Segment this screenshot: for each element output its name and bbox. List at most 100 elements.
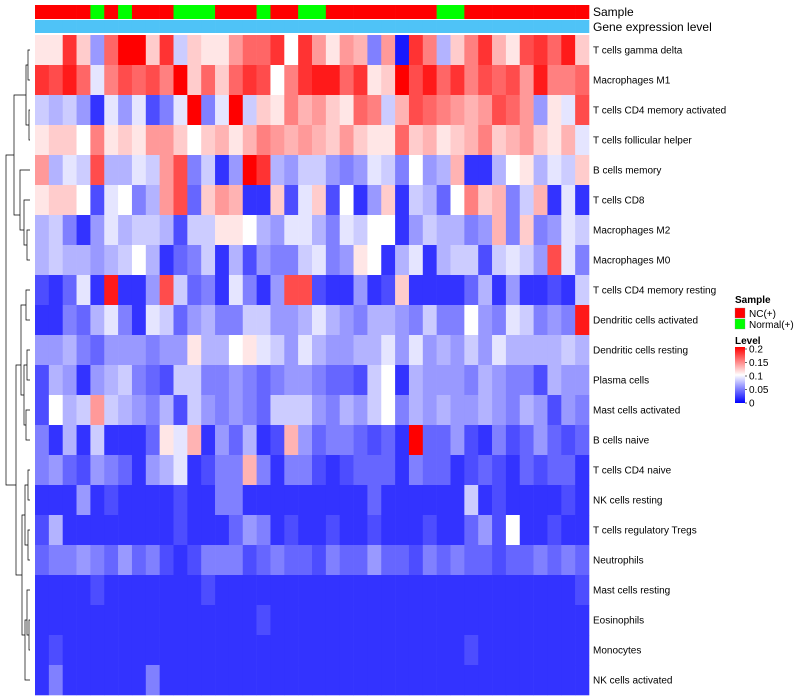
heatmap-cell <box>145 155 160 186</box>
row-label: Mast cells resting <box>593 586 670 597</box>
heatmap-cell <box>90 125 105 156</box>
heatmap-cell <box>173 125 188 156</box>
heatmap-cell <box>533 215 548 246</box>
heatmap-cell <box>464 125 479 156</box>
dendrogram-branch <box>27 49 30 81</box>
heatmap-cell <box>173 65 188 96</box>
heatmap-cell <box>312 545 327 576</box>
heatmap-cell <box>547 35 562 66</box>
sample-annotation-cell <box>575 5 590 19</box>
legend: Sample NC(+) Normal(+) Level 0.20.150.10… <box>734 295 794 410</box>
level-annotation-cell <box>242 20 257 33</box>
heatmap-cell <box>173 215 188 246</box>
heatmap-cell <box>298 575 313 606</box>
heatmap-cell <box>325 515 340 546</box>
heatmap-cell <box>242 215 257 246</box>
heatmap-cell <box>575 605 590 636</box>
heatmap-cell <box>478 605 493 636</box>
heatmap-cell <box>76 515 91 546</box>
heatmap-cell <box>284 575 299 606</box>
heatmap-cell <box>367 65 382 96</box>
heatmap-cell <box>159 365 174 396</box>
heatmap-cell <box>104 575 119 606</box>
heatmap-cell <box>242 365 257 396</box>
heatmap-cell <box>395 155 410 186</box>
heatmap-cell <box>145 125 160 156</box>
heatmap-cell <box>118 35 133 66</box>
heatmap-cell <box>533 185 548 216</box>
heatmap-cell <box>408 485 424 516</box>
row-label: Plasma cells <box>593 376 649 387</box>
heatmap-cell <box>325 215 340 246</box>
heatmap-cell <box>201 305 216 336</box>
heatmap-cell <box>381 335 396 366</box>
heatmap-cell <box>381 395 396 426</box>
heatmap-cell <box>450 335 465 366</box>
level-annotation-cell <box>62 20 77 33</box>
heatmap-cell <box>215 335 230 366</box>
heatmap-cell <box>62 65 77 96</box>
heatmap-cell <box>201 335 216 366</box>
heatmap-cell <box>519 125 534 156</box>
heatmap-cell <box>284 305 299 336</box>
heatmap-cell <box>270 155 285 186</box>
heatmap-cell <box>367 215 382 246</box>
heatmap-cell <box>395 425 410 456</box>
heatmap-cell <box>228 275 244 306</box>
level-annotation-cell <box>505 20 521 33</box>
heatmap-cell <box>367 95 382 126</box>
heatmap-cell <box>173 545 188 576</box>
heatmap-cell <box>118 245 133 276</box>
heatmap-cell <box>312 335 327 366</box>
heatmap-cell <box>478 305 493 336</box>
sample-annotation-cell <box>478 5 493 19</box>
heatmap-cell <box>395 395 410 426</box>
dendrogram-branch <box>26 229 30 261</box>
sample-annotation-cell <box>353 5 368 19</box>
heatmap-cell <box>339 365 354 396</box>
heatmap-cell <box>201 365 216 396</box>
heatmap-cell <box>118 155 133 186</box>
heatmap-cell <box>492 155 507 186</box>
heatmap-cell <box>159 35 174 66</box>
heatmap-cell <box>464 335 479 366</box>
heatmap-cell <box>505 635 521 666</box>
heatmap-cell <box>104 215 119 246</box>
heatmap-cell <box>450 95 465 126</box>
heatmap-cell <box>228 425 244 456</box>
sample-annotation-cell <box>519 5 534 19</box>
heatmap-cell <box>339 155 354 186</box>
heatmap-cell <box>215 665 230 696</box>
heatmap-cell <box>76 545 91 576</box>
heatmap-cell <box>118 665 133 696</box>
heatmap-cell <box>339 215 354 246</box>
heatmap-cell <box>228 155 244 186</box>
heatmap-cell <box>575 425 590 456</box>
heatmap-cell <box>547 365 562 396</box>
heatmap-cell <box>90 635 105 666</box>
heatmap-cell <box>215 575 230 606</box>
heatmap-cell <box>561 605 576 636</box>
heatmap-cell <box>76 305 91 336</box>
heatmap-cell <box>312 125 327 156</box>
heatmap-cell <box>492 395 507 426</box>
heatmap-cell <box>118 575 133 606</box>
heatmap-cell <box>353 545 368 576</box>
row-label: Dendritic cells resting <box>593 346 688 357</box>
heatmap-cell <box>464 455 479 486</box>
heatmap-cell <box>159 125 174 156</box>
heatmap-cell <box>242 665 257 696</box>
heatmap-cell <box>90 95 105 126</box>
heatmap-cell <box>187 65 202 96</box>
heatmap-cell <box>450 365 465 396</box>
heatmap-cell <box>339 245 354 276</box>
heatmap-cell <box>62 35 77 66</box>
heatmap-cell <box>62 545 77 576</box>
heatmap-cell <box>145 365 160 396</box>
heatmap-cell <box>450 665 465 696</box>
heatmap-cell <box>339 485 354 516</box>
heatmap-cell <box>76 95 91 126</box>
heatmap-cell <box>187 455 202 486</box>
heatmap-cell <box>298 155 313 186</box>
heatmap-cell <box>256 605 271 636</box>
